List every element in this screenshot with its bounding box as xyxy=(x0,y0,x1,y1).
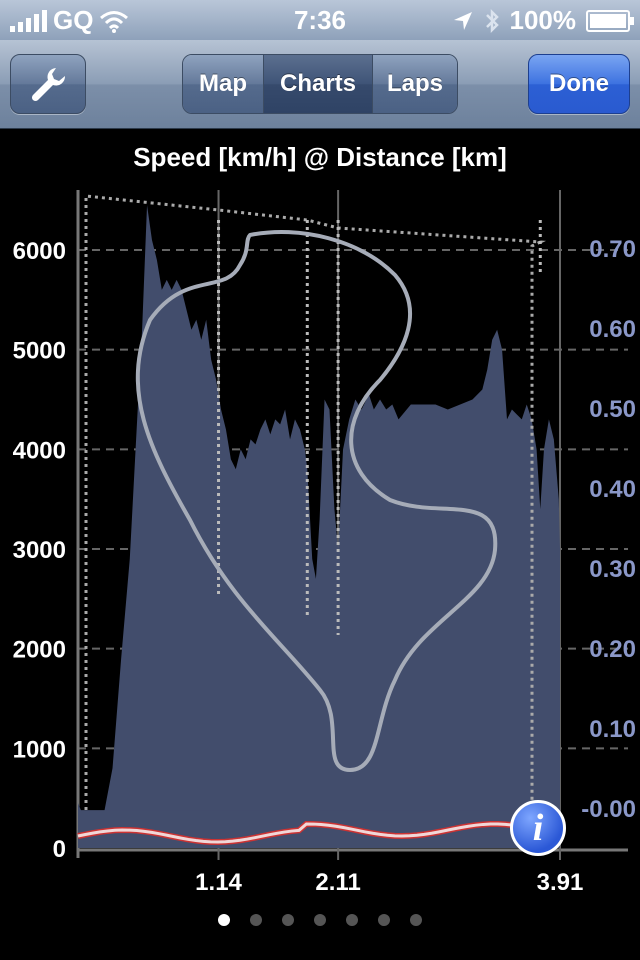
right-tick-label: 0.60 xyxy=(589,316,636,343)
right-tick-label: 0.10 xyxy=(589,716,636,743)
right-tick-label: 0.70 xyxy=(589,236,636,263)
page-dot[interactable] xyxy=(346,914,358,926)
battery-percent: 100% xyxy=(509,5,577,35)
x-tick-label: 1.14 xyxy=(195,869,242,896)
x-tick-label: 2.11 xyxy=(315,869,360,896)
low-line xyxy=(77,822,521,844)
tab-map[interactable]: Map xyxy=(183,55,263,113)
page-dot[interactable] xyxy=(218,914,230,926)
page-dot[interactable] xyxy=(282,914,294,926)
wifi-icon xyxy=(100,10,129,33)
bluetooth-icon xyxy=(485,8,499,33)
lap-markers xyxy=(84,194,547,810)
speed-chart: 0 1000 2000 3000 4000 5000 6000 -0.00 0.10 0.20 0… xyxy=(13,190,636,896)
lap-envelope xyxy=(84,194,547,810)
location-arrow-icon xyxy=(453,11,472,30)
chart-title: Speed [km/h] @ Distance [km] xyxy=(133,142,507,172)
settings-button[interactable] xyxy=(10,54,86,114)
track-outline xyxy=(135,230,498,772)
page-dot[interactable] xyxy=(314,914,326,926)
right-tick-label: 0.50 xyxy=(589,396,636,423)
tab-charts[interactable]: Charts xyxy=(263,55,372,113)
x-axis: 1.14 2.11 3.91 xyxy=(195,869,583,896)
left-tick-label: 5000 xyxy=(13,338,66,365)
page-dot[interactable] xyxy=(410,914,422,926)
view-segmented-control: Map Charts Laps xyxy=(182,54,458,114)
right-tick-label: -0.00 xyxy=(581,796,636,823)
speed-area-path xyxy=(78,205,560,848)
wrench-icon xyxy=(31,68,66,102)
carrier-label: GQ xyxy=(53,5,94,35)
status-time: 7:36 xyxy=(293,5,347,35)
right-tick-label: 0.40 xyxy=(589,476,636,503)
speed-area xyxy=(78,205,560,848)
speed-area-base xyxy=(78,810,560,848)
page-dot[interactable] xyxy=(250,914,262,926)
done-button[interactable]: Done xyxy=(528,54,630,114)
page-indicator xyxy=(0,914,640,926)
battery-icon xyxy=(586,9,634,32)
left-tick-label: 4000 xyxy=(13,437,66,464)
left-tick-label: 3000 xyxy=(13,537,66,564)
info-icon: i xyxy=(532,807,544,849)
signal-bars-icon xyxy=(10,9,47,32)
left-axis: 0 1000 2000 3000 4000 5000 6000 xyxy=(13,238,66,863)
left-tick-label: 0 xyxy=(53,836,66,863)
nav-bar: Map Charts Laps Done xyxy=(0,40,640,129)
right-tick-label: 0.30 xyxy=(589,556,636,583)
left-tick-label: 6000 xyxy=(13,238,66,265)
tab-laps[interactable]: Laps xyxy=(372,55,457,113)
info-button[interactable]: i xyxy=(510,800,566,856)
left-tick-label: 1000 xyxy=(13,736,66,763)
page-dot[interactable] xyxy=(378,914,390,926)
x-tick-label: 3.91 xyxy=(537,869,584,896)
track-path xyxy=(135,230,498,772)
left-tick-label: 2000 xyxy=(13,637,66,664)
right-axis: -0.00 0.10 0.20 0.30 0.40 0.50 0.60 0.70 xyxy=(581,236,636,823)
low-series xyxy=(77,821,521,845)
right-tick-label: 0.20 xyxy=(589,636,636,663)
status-bar: GQ 7:36 100% xyxy=(0,0,640,40)
